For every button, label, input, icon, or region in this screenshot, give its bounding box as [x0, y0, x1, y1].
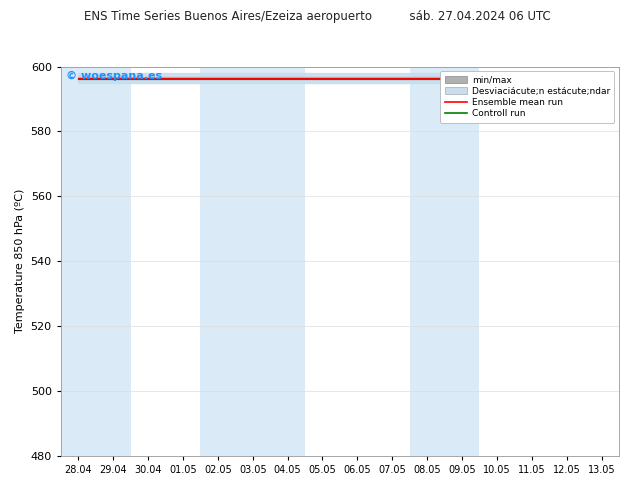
Text: © woespana.es: © woespana.es	[67, 71, 162, 80]
Bar	[444, 67, 479, 456]
Legend: min/max, Desviaciácute;n estácute;ndar, Ensemble mean run, Controll run: min/max, Desviaciácute;n estácute;ndar, …	[440, 71, 614, 123]
Bar	[96, 67, 131, 456]
Y-axis label: Temperature 850 hPa (ºC): Temperature 850 hPa (ºC)	[15, 189, 25, 334]
Text: ENS Time Series Buenos Aires/Ezeiza aeropuerto          sáb. 27.04.2024 06 UTC: ENS Time Series Buenos Aires/Ezeiza aero…	[84, 10, 550, 23]
Bar	[270, 67, 305, 456]
Bar	[410, 67, 444, 456]
Bar	[61, 67, 96, 456]
Bar	[235, 67, 270, 456]
Bar	[200, 67, 235, 456]
